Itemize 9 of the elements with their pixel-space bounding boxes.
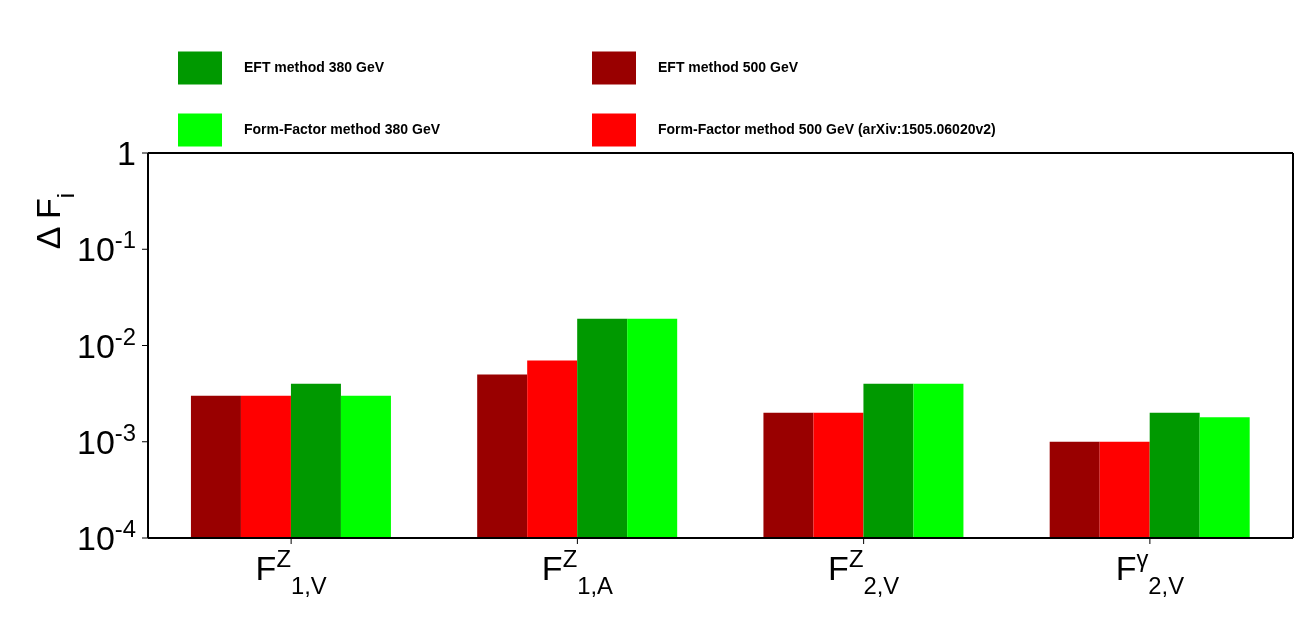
legend-label: Form-Factor method 380 GeV (244, 120, 441, 137)
legend-label: Form-Factor method 500 GeV (arXiv:1505.06020v2) (658, 120, 996, 137)
legend-label: EFT method 500 GeV (658, 58, 799, 75)
y-tick-label: 10$^{-4}$ (77, 514, 136, 557)
legend-label: EFT method 380 GeV (244, 58, 385, 75)
y-tick-label: 1 (117, 134, 136, 172)
y-tick-label: 10$^{-2}$ (77, 322, 136, 365)
y-tick-label: 10$^{-1}$ (77, 225, 136, 269)
y-tick-label: 10$^{-3}$ (77, 418, 136, 461)
